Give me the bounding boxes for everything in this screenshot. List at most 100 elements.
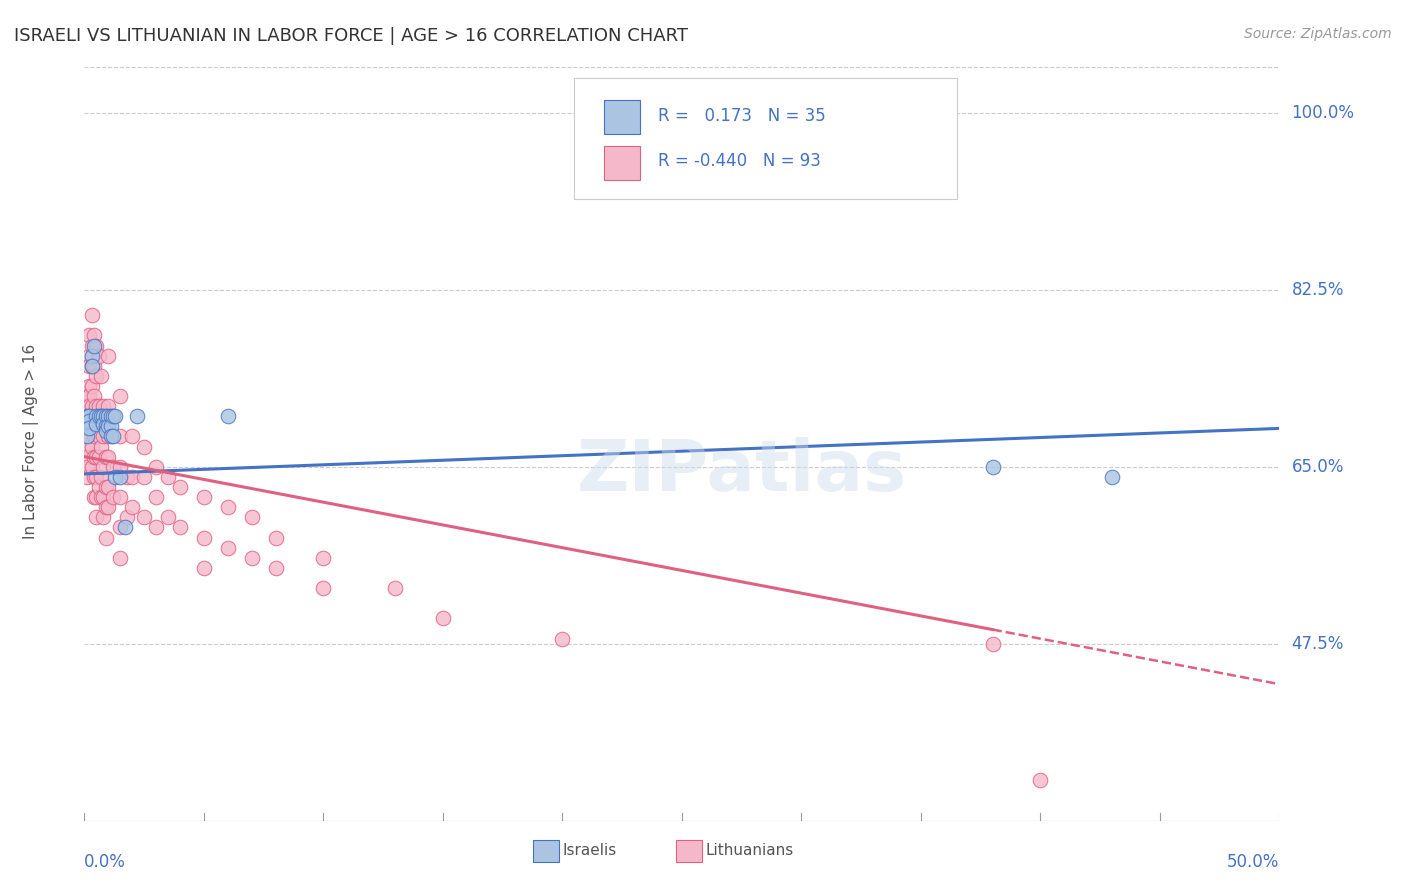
Point (121, 500, 143, 515)
Point (217, 409, 239, 424)
Point (87, 399, 110, 413)
Point (77, 414, 100, 428)
Point (76, 399, 98, 413)
Point (97, 399, 120, 413)
Point (80, 379, 103, 393)
Point (86, 409, 108, 424)
Point (86, 417, 108, 432)
Point (217, 500, 239, 515)
Point (90, 490, 112, 504)
Point (93, 459, 115, 474)
Point (132, 510, 156, 524)
Point (90, 368, 112, 383)
Point (117, 510, 139, 524)
FancyBboxPatch shape (605, 100, 640, 135)
Point (132, 440, 156, 454)
Text: ISRAELI VS LITHUANIAN IN LABOR FORCE | AGE > 16 CORRELATION CHART: ISRAELI VS LITHUANIAN IN LABOR FORCE | A… (14, 27, 688, 45)
Text: 50.0%: 50.0% (1227, 853, 1279, 871)
Point (117, 470, 139, 484)
Point (80, 440, 103, 454)
Point (240, 510, 263, 524)
Point (125, 409, 148, 424)
Point (87, 429, 110, 443)
Point (145, 520, 167, 534)
Point (87, 480, 110, 494)
Point (80, 349, 103, 363)
Point (94, 409, 117, 424)
Point (240, 550, 263, 565)
Point (87, 409, 110, 424)
Point (80, 308, 103, 322)
Point (432, 611, 454, 625)
Point (264, 531, 287, 545)
Point (110, 470, 132, 484)
Point (264, 561, 287, 575)
Point (80, 338, 103, 352)
Point (80, 359, 103, 373)
Point (97, 429, 120, 443)
FancyBboxPatch shape (605, 145, 640, 180)
Point (193, 531, 215, 545)
Point (94, 419, 117, 434)
Text: 82.5%: 82.5% (1292, 281, 1344, 299)
Point (94, 480, 117, 494)
Point (83, 359, 105, 373)
Text: 47.5%: 47.5% (1292, 635, 1344, 653)
Point (86, 490, 108, 504)
Point (94, 409, 117, 424)
Text: Israelis: Israelis (562, 844, 617, 858)
Point (114, 520, 136, 534)
Text: Source: ZipAtlas.com: Source: ZipAtlas.com (1244, 27, 1392, 41)
Point (83, 429, 105, 443)
FancyBboxPatch shape (533, 839, 558, 863)
Point (121, 429, 143, 443)
Point (86, 419, 108, 434)
Point (104, 470, 127, 484)
Point (80, 399, 103, 413)
Point (94, 500, 117, 515)
Point (77, 389, 100, 403)
Point (312, 581, 335, 595)
Point (100, 409, 122, 424)
Point (77, 379, 100, 393)
Point (193, 561, 215, 575)
Point (193, 490, 215, 504)
FancyBboxPatch shape (676, 839, 702, 863)
Point (97, 480, 120, 494)
Point (110, 459, 132, 474)
Point (86, 450, 108, 464)
Point (83, 470, 105, 484)
Point (77, 359, 100, 373)
Point (169, 520, 191, 534)
Text: 0.0%: 0.0% (84, 853, 127, 871)
Point (101, 429, 124, 443)
Point (86, 470, 108, 484)
Point (90, 409, 112, 424)
Point (97, 349, 120, 363)
Point (77, 409, 100, 424)
Point (97, 409, 120, 424)
Point (87, 349, 110, 363)
Point (80, 419, 103, 434)
Point (77, 419, 100, 434)
Point (104, 409, 127, 424)
Point (76, 409, 98, 424)
Point (93, 429, 115, 443)
Point (86, 338, 108, 352)
Point (83, 328, 105, 343)
Text: 65.0%: 65.0% (1292, 458, 1344, 475)
Point (76, 419, 98, 434)
Point (93, 417, 115, 432)
Point (110, 389, 132, 403)
Point (101, 409, 124, 424)
Point (83, 389, 105, 403)
Point (76, 440, 98, 454)
Point (217, 541, 239, 555)
Point (76, 389, 98, 403)
Point (90, 409, 112, 424)
Point (86, 399, 108, 413)
Point (110, 520, 132, 534)
Text: 100.0%: 100.0% (1292, 104, 1354, 122)
Point (80, 359, 103, 373)
Point (100, 419, 122, 434)
